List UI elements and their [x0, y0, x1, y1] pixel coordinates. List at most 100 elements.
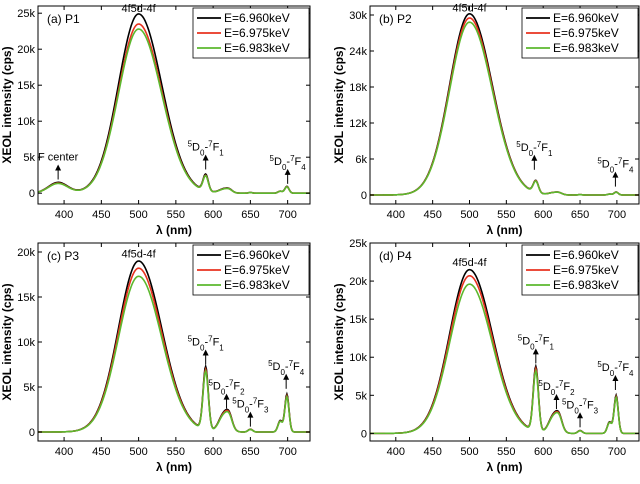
annotation-1-label: 4f5d-4f [121, 3, 156, 15]
annotation-3-label: 5D0-7F1 [188, 139, 225, 157]
annotation-2-label: 5D0-7F1 [518, 333, 555, 351]
annotation-4-label: 5D0-7F3 [562, 397, 599, 415]
y-axis-title: XEOL intensity (cps) [332, 46, 346, 163]
x-tick-label: 400 [55, 446, 73, 458]
x-tick-label: 400 [55, 209, 73, 221]
annotation-3-arrow-head [223, 393, 230, 400]
series-line-3 [370, 283, 639, 435]
y-tick-label: 0 [361, 190, 367, 202]
y-axis-title: XEOL intensity (cps) [0, 46, 14, 163]
x-tick-label: 600 [534, 446, 552, 458]
y-tick-label: 0 [361, 428, 367, 440]
x-tick-label: 700 [608, 209, 626, 221]
y-tick-label: 25k [349, 238, 367, 250]
y-tick-label: 24k [349, 46, 367, 58]
y-tick-label: 20k [17, 247, 35, 259]
annotation-2-arrow-head [532, 348, 539, 355]
series-line-3 [370, 21, 639, 196]
chart-panel-2: 400 450 500 550 600 650 700 0 6k 12k 18k 24k 30k λ (n… [332, 2, 640, 237]
annotation-3-label: 5D0-7F4 [597, 156, 634, 174]
y-tick-label: 25k [17, 8, 35, 20]
x-tick-label: 500 [460, 209, 478, 221]
x-tick-label: 500 [460, 446, 478, 458]
legend-label-3: E=6.983keV [553, 41, 619, 55]
y-tick-label: 20k [349, 276, 367, 288]
annotation-3-label: 5D0-7F2 [208, 378, 245, 396]
annotation-3-arrow-head [553, 394, 560, 401]
legend-label-3: E=6.983keV [224, 41, 290, 55]
chart-panel-3: 400 450 500 550 600 650 700 0 5k 10k 15k 20k λ (nm) X… [0, 242, 311, 474]
series-line-3 [37, 28, 310, 194]
x-tick-label: 450 [423, 446, 441, 458]
annotation-5-label: 5D0-7F4 [268, 358, 305, 376]
x-tick-label: 650 [571, 446, 589, 458]
annotation-3-arrow-head [202, 154, 209, 161]
annotation-1-label: 4f5d-4f [452, 257, 487, 269]
x-tick-label: 500 [129, 209, 147, 221]
x-tick-label: 550 [497, 209, 515, 221]
x-tick-label: 700 [278, 446, 296, 458]
series-line-3 [38, 275, 310, 433]
panel-label: (d) P4 [379, 249, 412, 263]
x-tick-label: 700 [278, 209, 296, 221]
legend-label-2: E=6.975keV [224, 263, 290, 277]
x-axis-title: λ (nm) [156, 460, 192, 474]
x-tick-label: 550 [497, 446, 515, 458]
y-tick-label: 5k [355, 390, 367, 402]
x-tick-label: 550 [167, 209, 185, 221]
x-tick-label: 600 [534, 209, 552, 221]
y-axis-title: XEOL intensity (cps) [332, 283, 346, 400]
plot-frame [369, 242, 640, 442]
y-tick-label: 0 [29, 188, 35, 200]
legend-label-3: E=6.983keV [224, 278, 290, 292]
x-tick-label: 650 [241, 446, 259, 458]
panel-label: (c) P3 [47, 249, 79, 263]
annotation-5-arrow-head [283, 373, 290, 380]
y-tick-label: 20k [17, 44, 35, 56]
panel-label: (b) P2 [379, 12, 412, 26]
y-tick-label: 6k [355, 154, 367, 166]
x-tick-label: 700 [608, 446, 626, 458]
annotation-2-arrow-head [55, 164, 62, 171]
y-tick-label: 12k [349, 118, 367, 130]
legend-label-2: E=6.975keV [224, 26, 290, 40]
annotation-3-label: 5D0-7F2 [538, 379, 575, 397]
x-tick-label: 400 [387, 446, 405, 458]
y-tick-label: 15k [349, 314, 367, 326]
y-tick-label: 5k [23, 382, 35, 394]
annotation-2-label: F center [38, 152, 79, 164]
y-tick-label: 18k [349, 82, 367, 94]
y-tick-label: 30k [349, 10, 367, 22]
x-tick-label: 450 [92, 209, 110, 221]
y-tick-label: 0 [29, 427, 35, 439]
x-tick-label: 600 [204, 446, 222, 458]
annotation-4-label: 5D0-7F4 [270, 153, 307, 171]
panel-label: (a) P1 [47, 12, 80, 26]
plot-frame [369, 5, 640, 205]
legend-label-1: E=6.960keV [553, 11, 619, 25]
x-tick-label: 450 [423, 209, 441, 221]
x-tick-label: 450 [92, 446, 110, 458]
annotation-4-label: 5D0-7F3 [232, 396, 269, 414]
legend-label-2: E=6.975keV [553, 263, 619, 277]
series-line-2 [370, 274, 639, 435]
annotation-4-arrow-head [247, 411, 254, 418]
y-axis-title: XEOL intensity (cps) [0, 283, 14, 400]
annotation-1-label: 4f5d-4f [452, 2, 487, 14]
legend-label-1: E=6.960keV [553, 248, 619, 262]
legend-label-1: E=6.960keV [224, 11, 290, 25]
x-tick-label: 600 [204, 209, 222, 221]
annotation-2-arrow-head [531, 154, 538, 161]
y-tick-label: 15k [17, 80, 35, 92]
annotation-1-label: 4f5d-4f [121, 248, 156, 260]
x-tick-label: 500 [129, 446, 147, 458]
y-tick-label: 10k [349, 352, 367, 364]
annotation-4-arrow-head [577, 412, 584, 419]
annotation-3-arrow-head [612, 171, 619, 178]
y-tick-label: 10k [17, 116, 35, 128]
annotation-2-label: 5D0-7F1 [188, 334, 225, 352]
y-tick-label: 5k [23, 152, 35, 164]
x-axis-title: λ (nm) [156, 223, 192, 237]
legend-label-1: E=6.960keV [224, 248, 290, 262]
annotation-2-label: 5D0-7F1 [516, 139, 553, 157]
